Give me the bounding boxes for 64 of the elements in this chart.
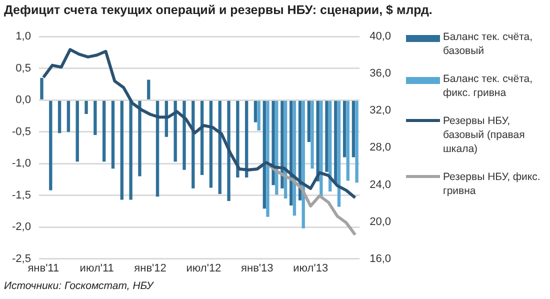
bar [320,100,323,197]
y2-tick-label: 28,0 [370,142,392,154]
bar [40,78,44,100]
bar [262,100,266,209]
y2-tick-label: 36,0 [370,68,392,80]
y-tick-label: -2,0 [12,221,31,234]
y-tick-label: -1,5 [12,189,31,202]
x-tick-label: янв'11 [28,262,60,274]
bar [245,100,248,178]
bar [352,100,356,158]
y-tick-label: 0,0 [16,94,31,106]
bar [272,100,275,186]
y-tick-label: -1,0 [12,158,31,170]
bar [129,100,132,200]
bar [76,100,79,162]
legend-label: Баланс тек. счёта, фикс. гривна [443,72,534,100]
text: Источники: Госкомстат, НБУ [4,280,154,292]
bar [218,100,222,194]
y-tick-label: -2,5 [12,252,31,265]
bar [182,100,186,170]
y2-tick-label: 32,0 [370,104,392,117]
y2-tick-label: 20,0 [370,216,392,228]
bar [58,100,62,134]
bar [337,100,341,207]
bar [342,100,346,158]
bar [328,100,332,192]
bar [334,100,338,184]
x-tick-label: июл'12 [186,262,222,274]
y-tick-label: -0,5 [12,126,31,138]
bar [280,100,284,188]
bar [254,100,258,122]
y2-tick-label: 40,0 [370,30,392,43]
y-tick-label: 1,0 [16,30,31,43]
bar [94,100,97,136]
bar [236,100,240,178]
bar [355,100,358,183]
y2-tick-label: 16,0 [370,252,392,265]
legend-label: Резервы НБУ, базовый (правая шкала) [443,114,526,156]
bar [227,100,230,202]
bar [325,100,328,172]
y-tick-label: 0,5 [16,62,31,74]
bar [138,100,142,176]
y2-tick-label: 24,0 [370,178,392,191]
bar [346,100,350,181]
bar [49,100,52,190]
bar [266,100,270,217]
bar [102,100,106,162]
legend-label: Баланс тек. счёта, базовый [443,30,534,58]
bar [310,100,314,169]
bar [84,100,88,114]
chart-title: Дефицит счета текущих операций и резервы НБУ: сценарии, $ млрд. [4,3,432,17]
legend-label: Резервы НБУ, фикс. гривна [443,170,542,198]
x-tick-label: июл'11 [80,262,114,274]
bar [307,100,311,142]
bar [111,100,115,169]
x-tick-label: янв'13 [241,262,274,274]
bar [120,100,124,200]
bar [156,100,160,197]
x-tick-label: июл'13 [293,262,328,274]
bar [66,100,70,132]
bar [147,80,150,100]
bar [209,100,213,188]
x-tick-label: янв'12 [134,262,166,274]
bar [257,100,260,131]
